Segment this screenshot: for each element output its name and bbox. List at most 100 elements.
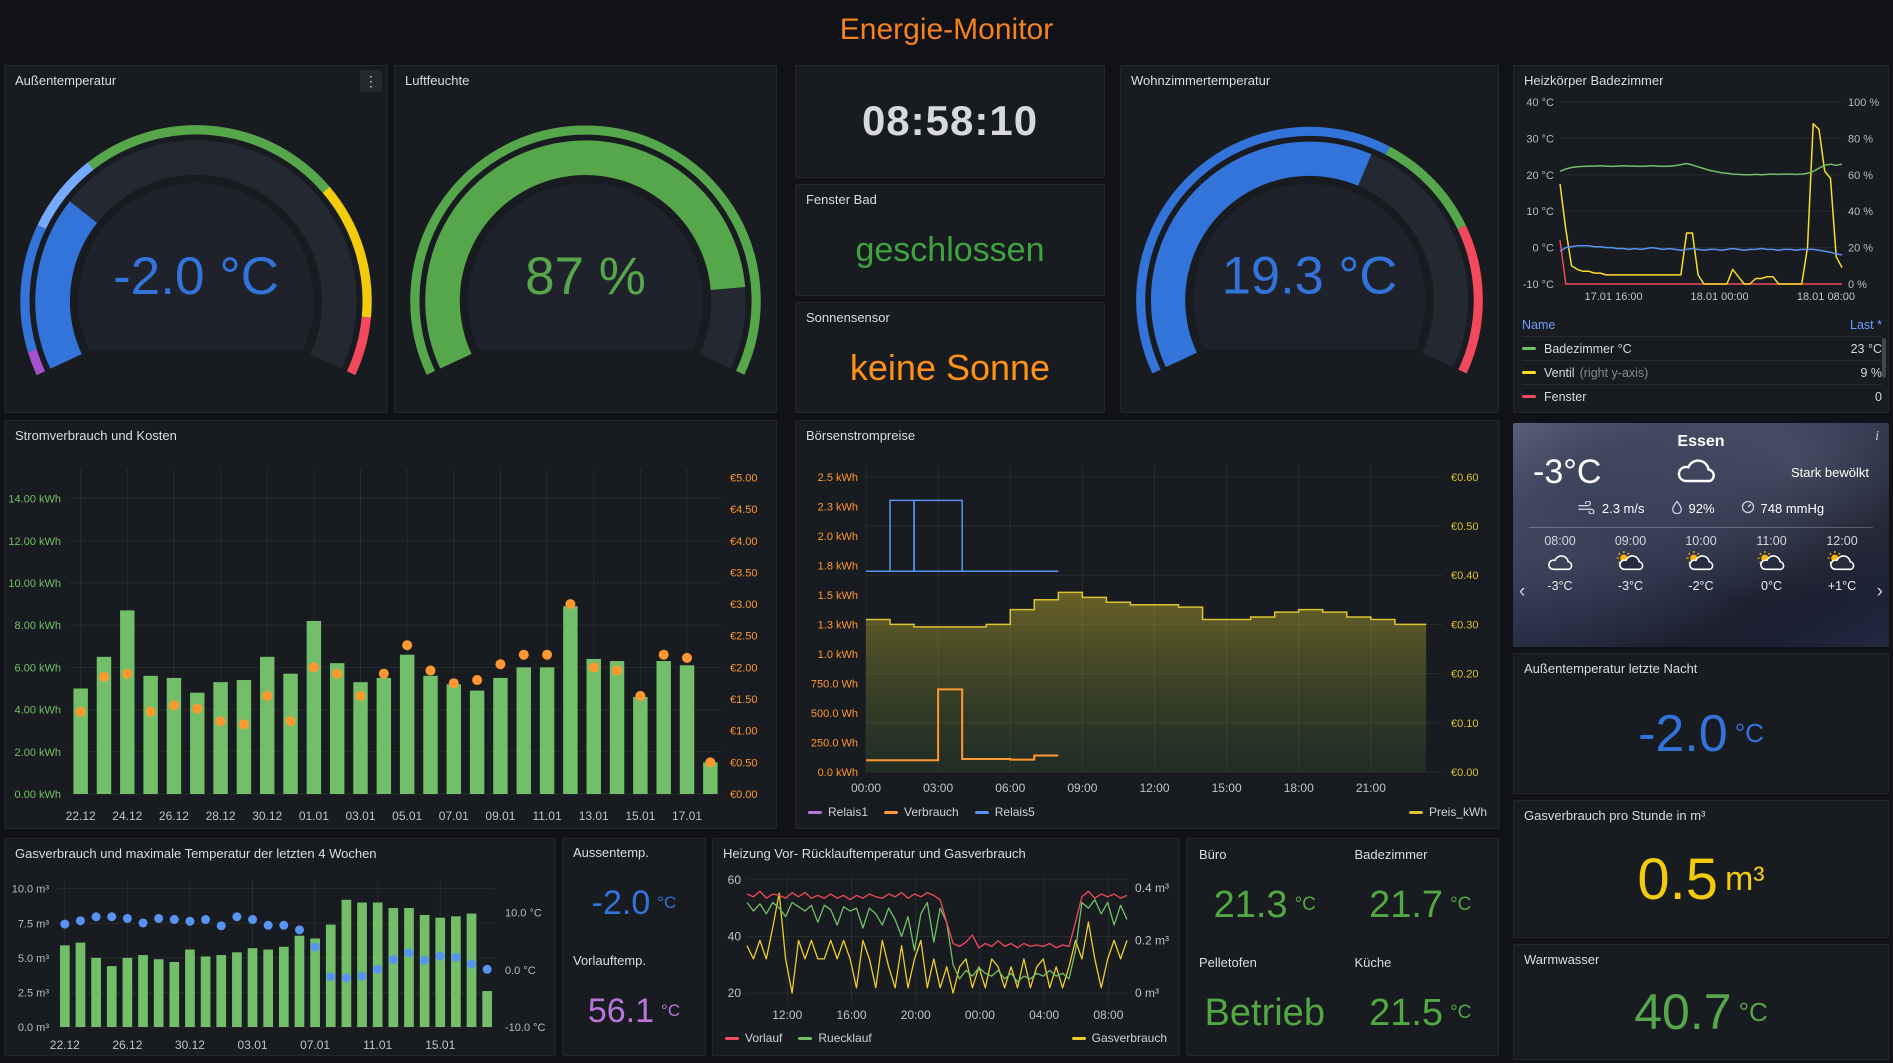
panel-heizung: Heizung Vor- Rücklauftemperatur und Gasv… — [712, 838, 1180, 1056]
panel-title[interactable]: Sonnensensor — [806, 309, 890, 325]
axis-label: 18.01 00:00 — [1691, 291, 1749, 303]
panel-title[interactable]: Heizung Vor- Rücklauftemperatur und Gasv… — [723, 845, 1026, 861]
stat-title[interactable]: Vorlauftemp. — [573, 953, 646, 968]
axis-label: 14.00 kWh — [8, 494, 61, 506]
axis-label: 09.01 — [485, 809, 515, 823]
forecast-sun-cloud-icon — [1825, 551, 1859, 576]
legend-series-name[interactable]: Fenster — [1544, 389, 1587, 404]
wind-icon — [1578, 499, 1596, 517]
stat-value-wrap: 21.7 °C — [1347, 865, 1495, 945]
axis-label: 0.0 m³ — [18, 1022, 50, 1034]
gauge-luftfeuchte: 87 % — [401, 96, 770, 404]
panel-title[interactable]: Gasverbrauch pro Stunde in m³ — [1524, 807, 1706, 823]
axis-label: 6.00 kWh — [15, 662, 61, 674]
legend-col-name[interactable]: Name — [1522, 318, 1556, 332]
axis-label: 1.3 kWh — [818, 619, 858, 631]
legend-item-vorlauf[interactable]: Vorlauf — [725, 1031, 782, 1045]
stat-value: 0.5 — [1637, 846, 1718, 912]
axis-label: €4.50 — [730, 504, 758, 516]
axis-label: 12:00 — [772, 1008, 802, 1022]
legend-item-verbrauch[interactable]: Verbrauch — [884, 805, 959, 819]
panel-title[interactable]: Außentemperatur — [15, 72, 117, 88]
axis-label: 12.00 kWh — [8, 536, 61, 548]
dashboard-titlebar: Energie-Monitor — [0, 0, 1893, 60]
axis-label: 60 % — [1848, 170, 1873, 182]
axis-label: -2.0 °C — [113, 247, 279, 306]
legend-series-name[interactable]: Ventil — [1544, 365, 1575, 380]
forecast-sun-cloud-icon — [1684, 551, 1718, 576]
axis-label: 0 °C — [1532, 243, 1554, 255]
panel-title[interactable]: Gasverbrauch und maximale Temperatur der… — [15, 845, 377, 861]
stat-value: 21.7 — [1369, 883, 1444, 926]
axis-label: €1.00 — [730, 726, 758, 738]
axis-label: €3.00 — [730, 599, 758, 611]
axis-label: 80 % — [1848, 133, 1873, 145]
panel-fenster-bad: Fenster Bad geschlossen — [795, 184, 1105, 296]
panel-title[interactable]: Warmwasser — [1524, 951, 1600, 967]
panel-menu-icon[interactable]: ⋮ — [360, 70, 382, 92]
legend-series-note: (right y-axis) — [1579, 365, 1649, 380]
panel-title[interactable]: Fenster Bad — [806, 191, 877, 207]
axis-label: €0.40 — [1451, 570, 1479, 582]
weather-city: Essen — [1677, 433, 1725, 450]
axis-label: €2.00 — [730, 662, 758, 674]
axis-label: 17.01 — [672, 809, 702, 823]
heizung-legend: Vorlauf Ruecklauf Gasverbrauch — [713, 1027, 1179, 1049]
info-icon[interactable]: i — [1875, 429, 1879, 444]
forecast-time: 08:00 — [1544, 534, 1576, 548]
axis-label: 15.01 — [625, 809, 655, 823]
stat-unit: °C — [657, 893, 677, 912]
axis-label: 500.0 Wh — [811, 708, 858, 720]
stat-title[interactable]: Aussentemp. — [573, 845, 649, 860]
pressure-icon — [1741, 500, 1755, 517]
axis-label: €0.50 — [1451, 521, 1479, 533]
chevron-right-icon[interactable]: › — [1876, 581, 1883, 602]
stat-title[interactable]: Büro — [1199, 847, 1227, 862]
panel-title[interactable]: Heizkörper Badezimmer — [1524, 72, 1664, 88]
stat-title[interactable]: Küche — [1354, 955, 1392, 970]
legend-item-relais5[interactable]: Relais5 — [974, 805, 1035, 819]
sonnensensor-value: keine Sonne — [849, 346, 1051, 388]
axis-label: €4.00 — [730, 536, 758, 548]
axis-label: €3.50 — [730, 567, 758, 579]
axis-label: €0.60 — [1451, 472, 1479, 484]
panel-title[interactable]: Stromverbrauch und Kosten — [15, 427, 177, 443]
axis-label: 24.12 — [112, 809, 142, 823]
axis-label: 8.00 kWh — [15, 620, 61, 632]
panel-aussentemperatur-letzte-nacht: Außentemperatur letzte Nacht -2.0 °C — [1513, 653, 1889, 794]
legend-item-relais1[interactable]: Relais1 — [808, 805, 868, 819]
panel-aussen-vorlauf: Aussentemp. -2.0 °C Vorlauftemp. 56.1 °C — [562, 838, 706, 1056]
axis-label: €0.50 — [730, 757, 758, 769]
panel-title[interactable]: Außentemperatur letzte Nacht — [1524, 660, 1698, 676]
legend-col-last[interactable]: Last * — [1850, 318, 1882, 332]
axis-label: 2.3 kWh — [818, 501, 858, 513]
humidity-icon — [1671, 500, 1683, 517]
legend-dash — [1522, 347, 1536, 350]
legend-item-ruecklauf[interactable]: Ruecklauf — [798, 1031, 872, 1045]
panel-title[interactable]: Wohnzimmertemperatur — [1131, 72, 1271, 88]
heizkoerper-chart: 40 °C 30 °C 20 °C 10 °C 0 °C -10 °C 100 % 80 % 6… — [1514, 94, 1888, 306]
stat-title[interactable]: Pelletofen — [1199, 955, 1257, 970]
legend-series-name[interactable]: Badezimmer °C — [1544, 341, 1632, 356]
divider — [1529, 527, 1873, 528]
boerse-legend: Relais1 Verbrauch Relais5 Preis_kWh — [796, 800, 1499, 824]
weather-wind: 2.3 m/s — [1601, 501, 1645, 516]
axis-label: 20:00 — [901, 1008, 931, 1022]
legend-scrollbar[interactable] — [1882, 338, 1886, 378]
stat-value: Betrieb — [1204, 991, 1325, 1034]
axis-label: 2.00 kWh — [15, 747, 61, 759]
axis-label: 18.01 08:00 — [1797, 291, 1855, 303]
forecast-temp: -3°C — [1547, 579, 1573, 594]
panel-title[interactable]: Börsenstrompreise — [806, 427, 916, 443]
legend-dash — [725, 1036, 739, 1040]
panel-title[interactable]: Luftfeuchte — [405, 72, 470, 88]
axis-label: 16:00 — [836, 1008, 866, 1022]
axis-label: 20 — [728, 986, 742, 1000]
stat-value-wrap: 21.5 °C — [1347, 973, 1495, 1053]
legend-item-gasverbrauch[interactable]: Gasverbrauch — [1071, 1031, 1167, 1045]
stat-unit: °C — [1450, 894, 1472, 915]
chevron-left-icon[interactable]: ‹ — [1519, 581, 1526, 602]
legend-item-preis_kwh[interactable]: Preis_kWh — [1408, 805, 1487, 819]
stat-title[interactable]: Badezimmer — [1354, 847, 1428, 862]
axis-label: 00:00 — [965, 1008, 995, 1022]
